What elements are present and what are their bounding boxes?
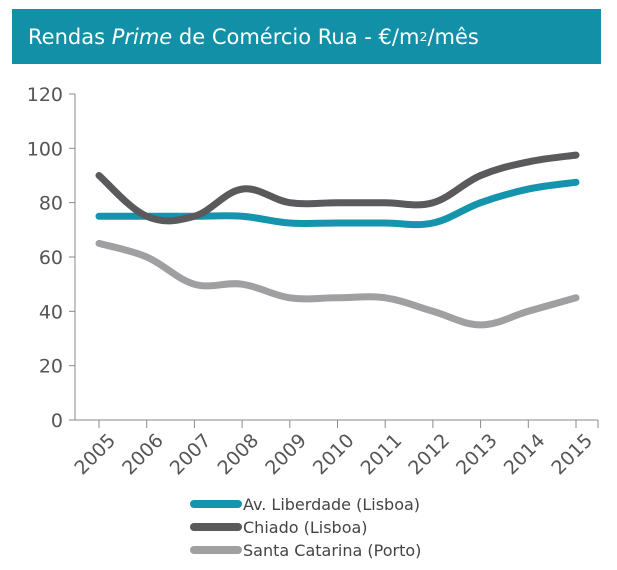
legend-label: Chiado (Lisboa) (243, 518, 368, 537)
x-tick-label: 2008 (213, 430, 263, 480)
x-tick-label: 2007 (166, 430, 216, 480)
y-tick-label: 100 (27, 138, 63, 160)
legend-label: Av. Liberdade (Lisboa) (243, 495, 420, 514)
y-tick-label: 40 (39, 301, 63, 323)
x-tick-label: 2011 (357, 430, 407, 480)
y-tick-label: 120 (27, 84, 63, 106)
x-tick-label: 2006 (118, 430, 168, 480)
y-tick-label: 60 (39, 247, 63, 269)
title-middle: de Comércio Rua - €/m (172, 24, 420, 49)
x-tick-label: 2012 (404, 430, 454, 480)
series-lines (95, 151, 580, 329)
legend-item-av-liberdade: Av. Liberdade (Lisboa) (190, 495, 420, 514)
x-tick-label: 2014 (500, 430, 550, 480)
chart-title: Rendas Prime de Comércio Rua - €/m 2/mês (12, 9, 601, 64)
x-tick-label: 2010 (309, 430, 359, 480)
title-suffix: /mês (427, 24, 479, 49)
x-tick-label: 2005 (70, 430, 120, 480)
x-axis: 2005200620072008200920102011201220132014… (70, 419, 599, 480)
x-tick-label: 2009 (261, 430, 311, 480)
y-tick-label: 0 (51, 410, 63, 432)
legend-label: Santa Catarina (Porto) (243, 541, 421, 560)
title-prefix: Rendas (28, 24, 112, 49)
y-tick-label: 20 (39, 356, 63, 378)
legend-item-santa-catarina: Santa Catarina (Porto) (190, 541, 421, 560)
x-tick-label: 2015 (547, 430, 597, 480)
x-tick-label: 2013 (452, 430, 502, 480)
y-tick-label: 80 (39, 193, 63, 215)
series-line-chiado (95, 151, 580, 225)
legend-item-chiado: Chiado (Lisboa) (190, 518, 368, 537)
legend: Av. Liberdade (Lisboa) Chiado (Lisboa) San… (190, 495, 421, 560)
series-line-santa-catarina (95, 239, 580, 329)
y-axis: 0 20 40 60 80 100 120 (27, 84, 76, 432)
title-italic: Prime (111, 24, 173, 49)
